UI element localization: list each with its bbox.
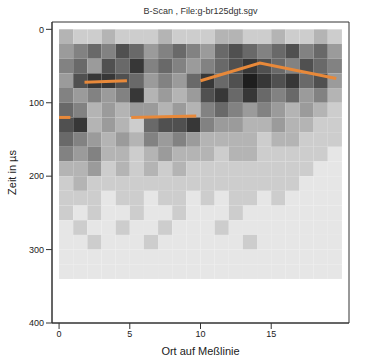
svg-text:Ort auf Meßlinie: Ort auf Meßlinie (161, 345, 239, 357)
svg-text:Zeit in µs: Zeit in µs (6, 150, 18, 195)
svg-text:100: 100 (29, 98, 44, 108)
svg-text:400: 400 (29, 318, 44, 328)
svg-text:5: 5 (127, 329, 132, 339)
svg-text:0: 0 (57, 329, 62, 339)
html-text:B-Scan , File:g-br125dgt.sgv: B-Scan , File:g-br125dgt.sgv (143, 6, 258, 16)
svg-text:15: 15 (266, 329, 276, 339)
svg-text:10: 10 (195, 329, 205, 339)
svg-text:300: 300 (29, 245, 44, 255)
svg-text:0: 0 (39, 25, 44, 35)
svg-text:200: 200 (29, 171, 44, 181)
